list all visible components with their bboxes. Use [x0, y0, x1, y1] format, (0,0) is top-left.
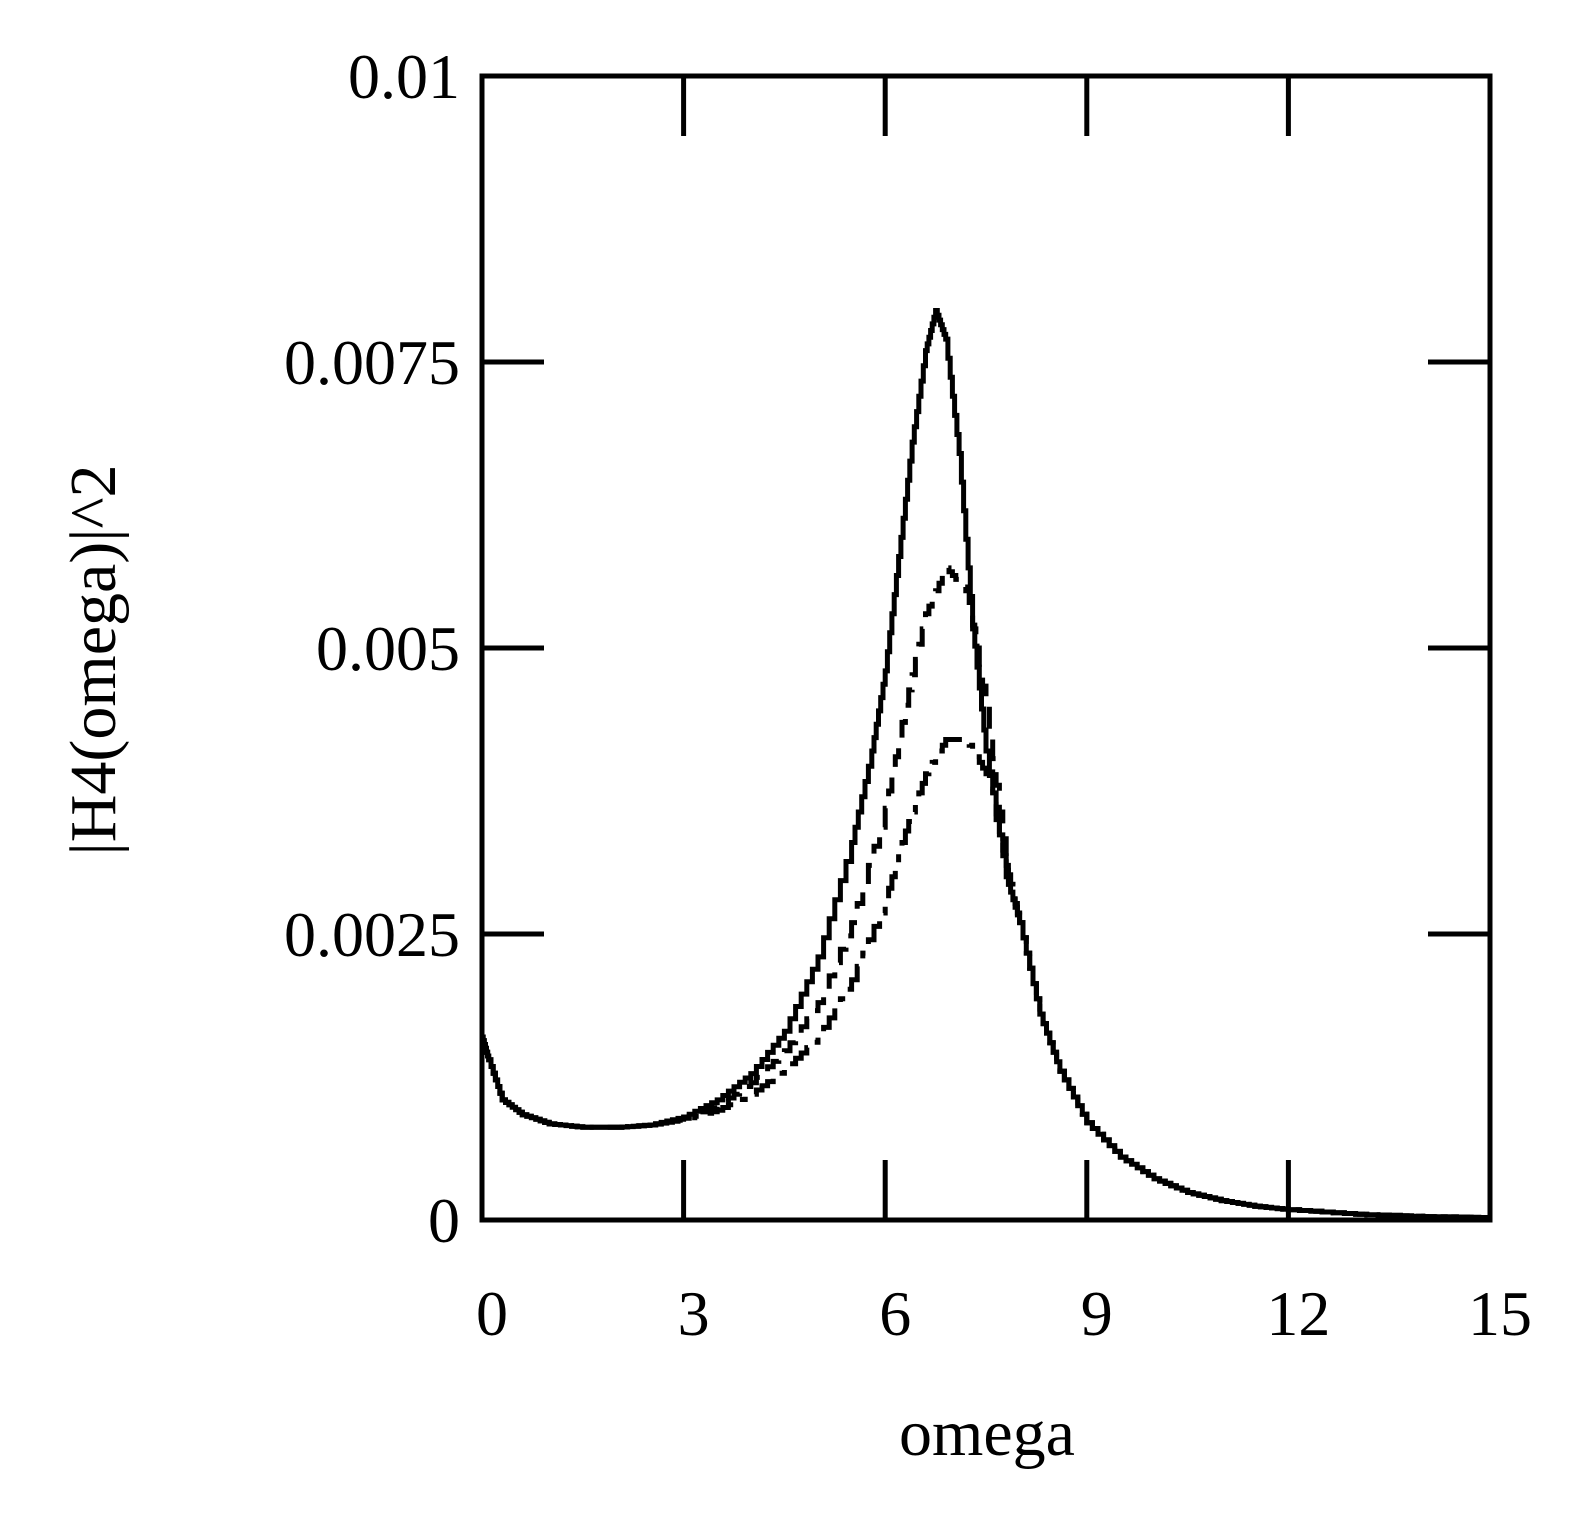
x-tick-label: 15 — [1468, 1278, 1532, 1349]
x-tick-label: 0 — [476, 1278, 508, 1349]
x-tick-label: 6 — [879, 1278, 911, 1349]
x-tick-label: 12 — [1266, 1278, 1330, 1349]
plot-frame — [479, 73, 1493, 1223]
y-tick-label: 0.005 — [316, 613, 460, 684]
y-axis-title: |H4(omega)|^2 — [57, 465, 130, 856]
series-layer — [480, 308, 1493, 1220]
series-line-dashed — [480, 565, 1493, 1220]
x-axis-title: omega — [899, 1397, 1075, 1470]
y-tick-label: 0.0075 — [284, 327, 460, 398]
series-line-dash-dot — [480, 737, 1493, 1220]
plot-area — [479, 73, 1493, 1223]
series-line-solid — [480, 308, 1493, 1220]
tick-layer — [482, 76, 1490, 1220]
y-tick-label: 0.01 — [348, 41, 460, 112]
y-tick-label: 0 — [428, 1185, 460, 1256]
tick-label-layer: 0 3 6 9 12 15 0 0.0025 0.005 0.0075 0.01 — [284, 41, 1532, 1349]
x-tick-label: 3 — [678, 1278, 710, 1349]
x-tick-label: 9 — [1081, 1278, 1113, 1349]
y-tick-label: 0.0025 — [284, 899, 460, 970]
